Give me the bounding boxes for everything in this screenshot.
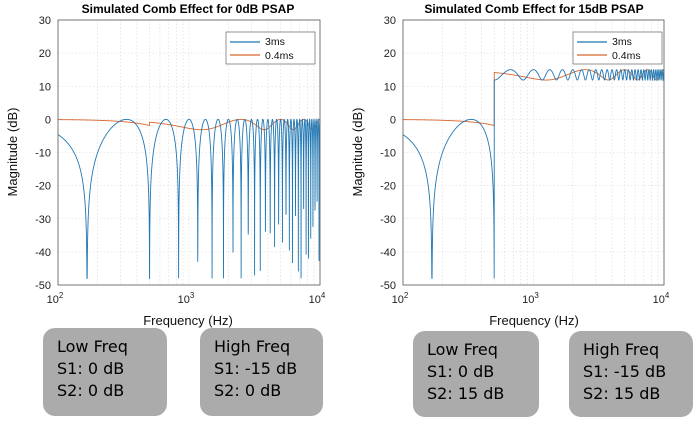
series-line-3ms (57, 117, 321, 279)
y-tick-labels: 30 20 10 0 -10 -20 -30 -40 -50 (35, 15, 51, 292)
x-tick-label: 102 (47, 291, 64, 306)
series-lines (402, 68, 665, 279)
x-tick-label: 104 (309, 291, 326, 306)
note-s2: S2: 0 dB (214, 381, 282, 400)
legend-box (572, 31, 663, 65)
note-low-freq-0dB: Low Freq S1: 0 dB S2: 0 dB (43, 328, 167, 416)
x-tick-label: 102 (392, 291, 409, 306)
note-title: Low Freq (427, 340, 498, 359)
legend: 3ms 0.4ms (572, 31, 663, 65)
y-tick-label: 20 (39, 48, 51, 60)
y-tick-label: -40 (380, 247, 396, 259)
x-tick-labels: 102 103 104 (47, 291, 326, 306)
note-s1: S1: -15 dB (583, 362, 667, 381)
chart-0dB-psap: Simulated Comb Effect for 0dB PSAP 30 20 1… (5, 2, 326, 328)
note-title: High Freq (214, 337, 291, 356)
legend: 3ms 0.4ms (225, 31, 316, 65)
y-tick-label: 30 (39, 15, 51, 27)
legend-label-0.4ms: 0.4ms (612, 50, 641, 62)
x-tick-label: 104 (653, 291, 670, 306)
charts-canvas: Simulated Comb Effect for 0dB PSAP 30 20 1… (5, 2, 670, 328)
legend-label-3ms: 3ms (265, 36, 285, 48)
series-lines (57, 117, 321, 279)
y-tick-label: -50 (380, 280, 396, 292)
legend-label-0.4ms: 0.4ms (265, 50, 294, 62)
x-axis-label: Frequency (Hz) (143, 313, 233, 328)
chart-title: Simulated Comb Effect for 0dB PSAP (82, 2, 295, 16)
axes-frame (57, 19, 321, 286)
x-tick-label: 103 (178, 291, 195, 306)
x-axis-label: Frequency (Hz) (489, 313, 579, 328)
y-tick-label: -50 (35, 280, 51, 292)
note-high-freq-0dB: High Freq S1: -15 dB S2: 0 dB (200, 328, 323, 416)
note-s2: S2: 15 dB (583, 384, 661, 403)
y-tick-label: -10 (380, 148, 396, 160)
note-title: Low Freq (57, 337, 128, 356)
y-tick-label: -30 (35, 214, 51, 226)
series-line-3ms (402, 68, 665, 279)
note-s2: S2: 0 dB (57, 381, 125, 400)
chart-15dB-psap: Simulated Comb Effect for 15dB PSAP 30 20… (350, 2, 670, 328)
note-high-freq-15dB: High Freq S1: -15 dB S2: 15 dB (569, 331, 693, 417)
x-tick-label: 103 (522, 291, 539, 306)
y-tick-label: 10 (39, 81, 51, 93)
y-tick-label: -40 (35, 247, 51, 259)
y-tick-label: -20 (380, 181, 396, 193)
y-tick-label: 10 (384, 81, 396, 93)
y-tick-label: 0 (390, 114, 396, 126)
x-tick-labels: 102 103 104 (392, 291, 670, 306)
legend-label-3ms: 3ms (612, 36, 632, 48)
axes-frame (402, 19, 665, 286)
legend-box (225, 31, 316, 65)
y-tick-label: -20 (35, 181, 51, 193)
y-axis-label: Magnitude (dB) (5, 108, 20, 197)
note-s1: S1: -15 dB (214, 359, 298, 378)
note-title: High Freq (583, 340, 660, 359)
note-s1: S1: 0 dB (427, 362, 495, 381)
note-s2: S2: 15 dB (427, 384, 505, 403)
note-low-freq-15dB: Low Freq S1: 0 dB S2: 15 dB (413, 331, 539, 417)
y-tick-label: -10 (35, 148, 51, 160)
chart-title: Simulated Comb Effect for 15dB PSAP (424, 2, 643, 16)
y-tick-labels: 30 20 10 0 -10 -20 -30 -40 -50 (380, 15, 396, 292)
y-tick-label: 20 (384, 48, 396, 60)
note-s1: S1: 0 dB (57, 359, 125, 378)
y-axis-label: Magnitude (dB) (350, 108, 365, 197)
y-tick-label: -30 (380, 214, 396, 226)
y-tick-label: 0 (45, 114, 51, 126)
y-tick-label: 30 (384, 15, 396, 27)
